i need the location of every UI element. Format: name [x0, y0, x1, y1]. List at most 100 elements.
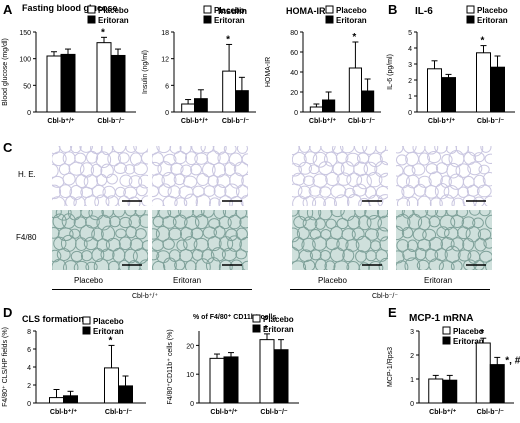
adipocyte-outline [162, 215, 177, 229]
legend-swatch [87, 15, 96, 24]
adipocyte-outline [68, 161, 85, 176]
adipocyte-outline [107, 260, 120, 270]
significance-marker: * [481, 36, 485, 47]
bar [222, 70, 236, 113]
col-label-eritoran-1: Eritoran [173, 276, 202, 285]
group-label-wt: Cbl-b⁺/⁺ [132, 293, 159, 300]
adipocyte-outline [141, 151, 148, 165]
legend-swatch [252, 314, 261, 323]
group-line-wt [52, 289, 252, 290]
adipocyte-outline [422, 228, 437, 242]
y-tick-label: 1 [410, 377, 414, 384]
adipocyte-outline [157, 161, 173, 177]
legend-label: Eritoran [93, 327, 124, 336]
bar [63, 395, 78, 404]
adipocyte-outline [216, 174, 231, 188]
y-tick-label: 0 [408, 110, 412, 117]
adipocyte-outline [473, 152, 485, 163]
adipocyte-outline [416, 259, 430, 270]
adipocyte-outline [124, 164, 136, 175]
row-label-he: H. E. [18, 170, 36, 179]
adipocyte-outline [376, 227, 388, 242]
y-axis-label: Insulin (ng/ml) [142, 50, 149, 94]
bar [475, 342, 491, 404]
adipocyte-outline [227, 235, 242, 252]
bar [49, 397, 64, 404]
col-label-placebo-1: Placebo [74, 276, 103, 285]
adipocyte-outline [346, 193, 362, 206]
legend-swatch [82, 316, 91, 325]
adipocyte-outline [318, 210, 333, 221]
adipocyte-outline [52, 196, 66, 206]
y-tick-label: 18 [161, 30, 169, 37]
y-tick-label: 12 [161, 57, 169, 64]
adipocyte-outline [396, 225, 405, 241]
x-tick-label: Cbl-b⁻/⁻ [222, 118, 250, 125]
y-tick-label: 20 [186, 343, 194, 350]
tissue-texture [396, 210, 492, 270]
adipocyte-outline [358, 262, 370, 270]
x-tick-label: Cbl-b⁻/⁻ [97, 118, 125, 125]
adipocyte-outline [109, 215, 121, 228]
adipocyte-outline [125, 146, 137, 154]
panel-label-c: C [3, 140, 13, 155]
adipocyte-outline [106, 173, 118, 185]
bar [490, 66, 505, 113]
y-tick-label: 4 [408, 46, 412, 53]
adipocyte-outline [125, 225, 137, 239]
adipocyte-outline [435, 210, 447, 218]
adipocyte-outline [417, 216, 431, 231]
adipocyte-outline [416, 195, 432, 206]
legend-label: Placebo [453, 327, 484, 336]
y-tick-label: 0 [294, 110, 298, 117]
bar [476, 52, 491, 113]
x-tick-label: Cbl-b⁻/⁻ [348, 118, 376, 125]
adipocyte-outline [301, 237, 316, 253]
adipocyte-outline [133, 162, 148, 176]
adipocyte-outline [213, 146, 227, 155]
adipocyte-outline [56, 247, 71, 262]
adipocyte-outline [203, 185, 216, 197]
legend-swatch [325, 15, 334, 24]
adipocyte-outline [314, 218, 326, 230]
adipocyte-outline [333, 194, 350, 206]
adipocyte-outline [229, 172, 244, 189]
x-tick-label: Cbl-b⁺/⁺ [47, 118, 75, 125]
y-tick-label: 2 [410, 353, 414, 360]
adipocyte-outline [52, 163, 59, 178]
adipocyte-outline [152, 215, 164, 228]
adipocyte-outline [439, 214, 456, 231]
adipocyte-outline [163, 153, 177, 166]
y-tick-label: 0 [165, 110, 169, 117]
adipocyte-outline [342, 248, 355, 263]
adipocyte-outline [83, 236, 99, 251]
adipocyte-outline [195, 194, 211, 206]
adipocyte-outline [312, 151, 328, 168]
adipocyte-outline [298, 146, 311, 153]
adipocyte-outline [302, 175, 315, 187]
adipocyte-outline [396, 260, 409, 270]
adipocyte-outline [152, 250, 160, 261]
legend-label: Eritoran [98, 16, 129, 25]
adipocyte-outline [358, 215, 372, 231]
x-tick-label: Cbl-b⁻/⁻ [477, 118, 505, 125]
group-line-ko [290, 289, 490, 290]
adipocyte-outline [196, 173, 210, 186]
micrograph-f480-wt-eritoran [152, 210, 248, 270]
adipocyte-outline [473, 174, 486, 189]
adipocyte-outline [124, 210, 137, 217]
adipocyte-outline [351, 227, 365, 241]
x-tick-label: Cbl-b⁺/⁺ [181, 118, 209, 125]
significance-marker: *, # [505, 356, 520, 367]
adipocyte-outline [79, 146, 93, 153]
adipocyte-outline [139, 259, 148, 270]
adipocyte-outline [303, 151, 318, 165]
legend-label: Eritoran [263, 325, 294, 334]
bar [428, 378, 444, 404]
adipocyte-outline [355, 250, 367, 263]
legend-label: Eritoran [477, 16, 508, 25]
adipocyte-outline [57, 227, 74, 242]
adipocyte-outline [378, 257, 388, 270]
